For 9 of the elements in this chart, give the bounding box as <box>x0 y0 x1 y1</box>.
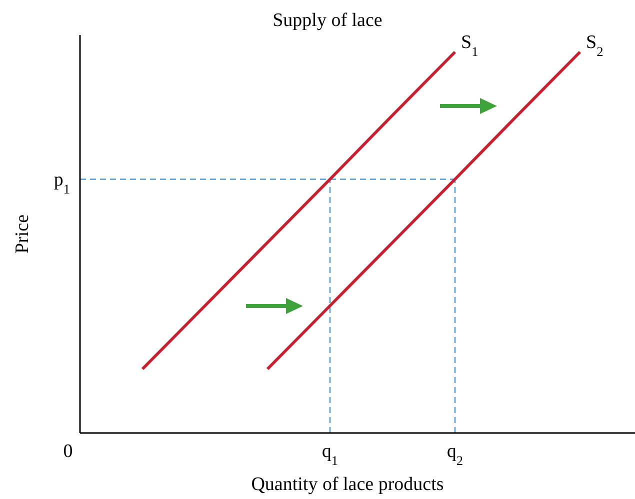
ref-line-label: p$_{1}$ <box>54 169 70 196</box>
series-label: S$_{1}$ <box>461 32 478 58</box>
series-label: S$_{2}$ <box>586 32 604 58</box>
x-axis-title: Quantity of lace products <box>251 474 444 495</box>
x-tick-label: q$_{1}$ <box>322 441 338 468</box>
y-axis-title: Price <box>12 214 33 254</box>
x-tick-label: 0 <box>63 441 73 462</box>
chart-title: Supply of lace <box>272 10 382 31</box>
x-tick-label: q$_{2}$ <box>446 441 464 468</box>
